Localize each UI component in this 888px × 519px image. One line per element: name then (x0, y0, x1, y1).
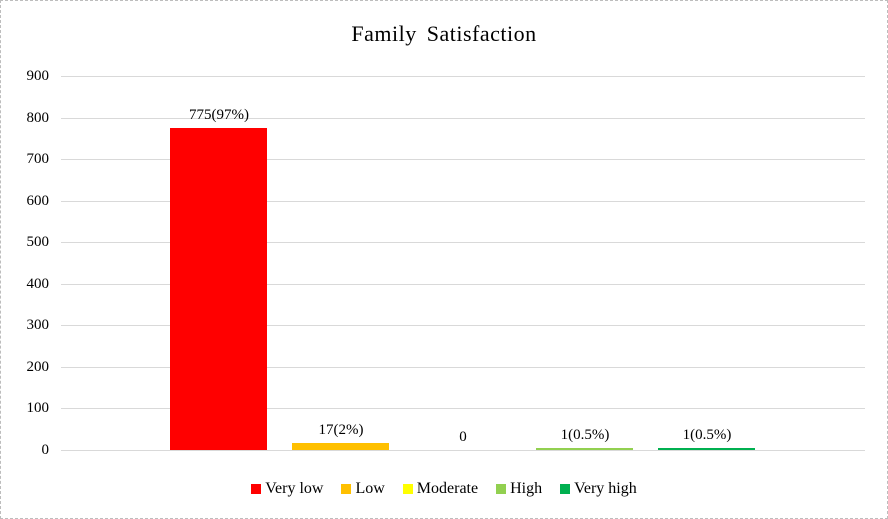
gridline-500 (61, 242, 865, 244)
legend-label-low: Low (355, 480, 385, 497)
legend-label-very-high: Very high (574, 480, 637, 497)
y-tick-label-800: 800 (26, 109, 50, 126)
y-tick-label-600: 600 (26, 192, 50, 209)
legend-marker-moderate (402, 483, 413, 494)
bar-very-low (170, 127, 267, 450)
legend-label-high: High (510, 480, 543, 497)
gridline-900 (61, 76, 865, 77)
gridline-300 (61, 325, 865, 327)
bar-value-label-very-low: 775(97%) (189, 106, 249, 123)
bar-value-label-very-high: 1(0.5%) (682, 427, 732, 443)
gridline-0 (61, 450, 865, 451)
legend-item-high: High (496, 479, 542, 498)
legend-label-very-low: Very low (265, 480, 324, 497)
y-tick-label-500: 500 (26, 234, 50, 251)
legend-marker-very-high (560, 483, 571, 494)
bar-slot-very-low: 775(97%) (158, 76, 280, 450)
gridline-800 (61, 117, 865, 119)
legend-marker-very-low (251, 483, 262, 494)
bar-low (292, 442, 389, 450)
y-tick-label-700: 700 (26, 151, 50, 168)
bar-value-label-low: 17(2%) (318, 421, 364, 438)
y-tick-label-0: 0 (41, 442, 50, 458)
bar-value-label-moderate: 0 (459, 429, 467, 445)
gridline-200 (61, 366, 865, 368)
legend-item-very-low: Very low (251, 479, 323, 498)
legend-marker-low (341, 483, 352, 494)
legend-item-moderate: Moderate (402, 479, 479, 498)
y-tick-label-300: 300 (26, 317, 50, 334)
chart-title: Family Satisfaction (351, 21, 537, 46)
bar-value-label-high: 1(0.5%) (560, 427, 610, 443)
y-tick-label-200: 200 (26, 358, 50, 375)
legend-item-very-high: Very high (560, 479, 637, 498)
legend-item-low: Low (341, 479, 385, 498)
gridline-600 (61, 200, 865, 202)
y-tick-label-900: 900 (26, 68, 50, 84)
legend: Very low Low Moderate High Very high (1, 479, 887, 498)
gridline-100 (61, 408, 865, 410)
bar-slot-low: 17(2%) (280, 76, 402, 450)
bar-high (536, 448, 633, 450)
legend-label-moderate: Moderate (416, 480, 479, 497)
bar-very-high (658, 448, 755, 450)
bar-slot-high: 1(0.5%) (524, 76, 646, 450)
bars-row: 775(97%) 17(2%) 0 1(0.5%) 1(0.5%) (158, 76, 768, 450)
bar-slot-very-high: 1(0.5%) (646, 76, 768, 450)
bar-slot-moderate: 0 (402, 76, 524, 450)
plot-area: 775(97%) 17(2%) 0 1(0.5%) 1(0.5%) (61, 76, 865, 451)
gridline-400 (61, 283, 865, 285)
y-tick-label-400: 400 (26, 275, 50, 292)
legend-marker-high (496, 483, 507, 494)
gridline-700 (61, 159, 865, 161)
y-tick-label-100: 100 (26, 400, 50, 417)
